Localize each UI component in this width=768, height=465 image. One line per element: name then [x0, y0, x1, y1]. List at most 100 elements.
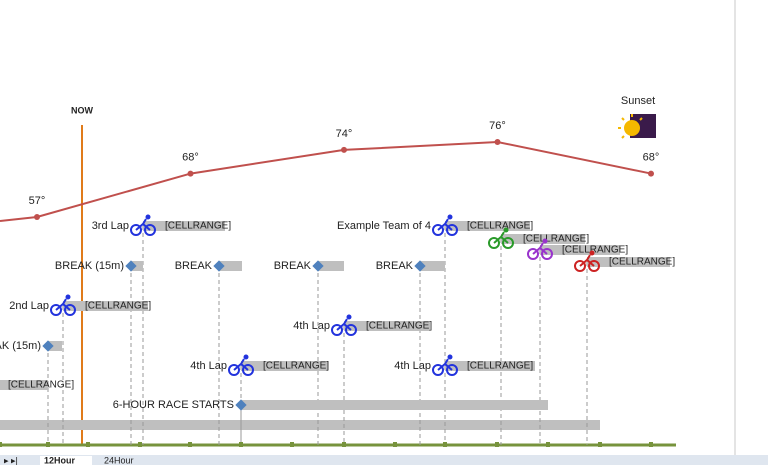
bike-icon: [574, 250, 600, 272]
milestone: [414, 260, 426, 272]
milestone: [235, 399, 247, 411]
bike-icon: [228, 354, 254, 376]
rider: [532, 242, 548, 255]
temperature-point: [187, 170, 194, 177]
cellrange-label: [CELLRANGE]: [609, 257, 675, 268]
head: [503, 227, 509, 233]
head: [346, 314, 352, 320]
wheel: [541, 248, 553, 260]
axis-tick: [0, 442, 2, 447]
axis-tick: [495, 442, 499, 447]
wheel: [50, 304, 62, 316]
temperature-point: [494, 139, 501, 145]
cellrange-label: [CELLRANGE]: [523, 234, 589, 245]
timeline-label: 3rd Lap: [92, 220, 129, 232]
value-label: 68°: [643, 151, 660, 163]
rider: [55, 298, 71, 311]
now-label: NOW: [71, 105, 94, 115]
timeline-label: 4th Lap: [190, 360, 227, 372]
timeline-label: BREAK (15m): [55, 260, 124, 272]
cellrange-label: [CELLRANGE]: [467, 361, 533, 372]
head: [447, 214, 453, 220]
wheel: [144, 224, 156, 236]
temperature-point: [341, 146, 347, 153]
head: [542, 238, 548, 244]
sunset-icon: [618, 114, 656, 139]
timeline-bar: [63, 301, 148, 311]
cellrange-label: [CELLRANGE]: [8, 380, 74, 391]
rider: [437, 358, 453, 371]
timeline-bar: [0, 420, 600, 430]
wheel: [64, 304, 76, 316]
cellrange-label: [CELLRANGE]: [366, 321, 432, 332]
milestone: [42, 340, 54, 352]
axis-tick: [239, 442, 243, 447]
bike-icon: [432, 214, 458, 236]
timeline-bar: [143, 221, 225, 231]
axis-tick: [393, 442, 397, 447]
wheel: [502, 237, 514, 249]
rider: [336, 318, 352, 331]
sunset-label: Sunset: [621, 95, 655, 107]
cellrange-label: [CELLRANGE]: [562, 245, 628, 256]
axis-tick: [86, 442, 90, 447]
wheel: [588, 260, 600, 272]
bike-icon: [527, 238, 553, 260]
sheet-tab[interactable]: [40, 456, 92, 465]
milestone: [312, 260, 324, 272]
axis-tick: [546, 442, 550, 447]
timeline-bar: [0, 380, 48, 390]
axis-tick: [342, 442, 346, 447]
bike-icon: [488, 227, 514, 249]
head: [243, 354, 249, 360]
wheel: [488, 237, 500, 249]
temperature-point: [648, 170, 654, 177]
timeline-bar: [241, 400, 548, 410]
tab-nav[interactable]: ▸ ▸|: [4, 455, 18, 465]
value-label: 68°: [182, 151, 199, 163]
timeline-label: 6-HOUR RACE STARTS: [113, 399, 234, 411]
bike-icon: [130, 214, 156, 236]
wheel: [527, 248, 539, 260]
timeline-bar: [131, 261, 143, 271]
timeline-bar: [344, 321, 430, 331]
timeline-bar: [219, 261, 242, 271]
timeline-bar: [318, 261, 344, 271]
timeline-label: 4th Lap: [394, 360, 431, 372]
timeline-bar: [587, 257, 670, 267]
timeline-bar: [241, 361, 328, 371]
head: [589, 250, 595, 256]
head: [447, 354, 453, 360]
wheel: [130, 224, 142, 236]
timeline-bar: [501, 234, 585, 244]
timeline-bar: [540, 245, 620, 255]
rider: [233, 358, 249, 371]
head: [145, 214, 151, 220]
value-label: 74°: [336, 128, 353, 140]
timeline-bar: [420, 261, 445, 271]
tab-bar: [0, 455, 768, 465]
sheet-tab-label[interactable]: 24Hour: [104, 455, 134, 465]
wheel: [345, 324, 357, 336]
timeline-label: BREAK: [376, 260, 414, 272]
axis-tick: [138, 442, 142, 447]
sheet-tab-label[interactable]: 12Hour: [44, 455, 76, 465]
wheel: [432, 364, 444, 376]
rider: [579, 254, 595, 267]
axis-tick: [443, 442, 447, 447]
axis-tick: [598, 442, 602, 447]
timeline-label: 2nd Lap: [9, 300, 49, 312]
rider: [437, 218, 453, 231]
cellrange-label: [CELLRANGE]: [165, 221, 231, 232]
cellrange-label: [CELLRANGE]: [263, 361, 329, 372]
wheel: [331, 324, 343, 336]
timeline-bar: [445, 221, 530, 231]
axis-tick: [188, 442, 192, 447]
milestone: [213, 260, 225, 272]
rider: [493, 231, 509, 244]
timeline-label: BREAK: [274, 260, 312, 272]
wheel: [446, 224, 458, 236]
line-lead: [0, 216, 38, 222]
temperature-point: [34, 214, 40, 220]
